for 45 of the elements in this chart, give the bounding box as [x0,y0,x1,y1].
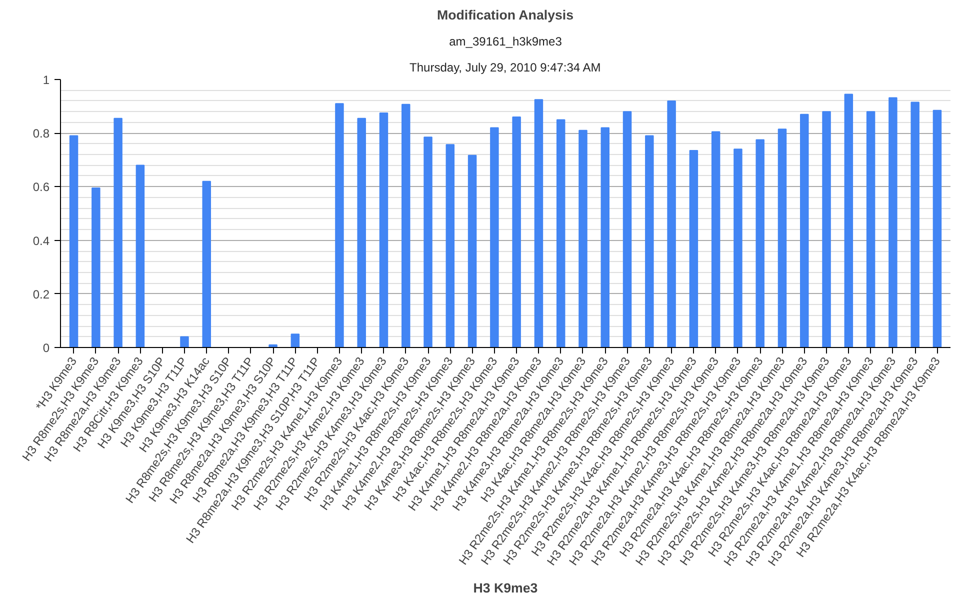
bar [932,110,942,348]
bar [711,131,720,348]
bar [136,164,145,348]
y-tick-label: 0.4 [32,234,50,248]
bar [689,150,698,348]
bar [180,336,189,348]
bar [844,94,854,348]
y-tick-label: 0 [42,341,50,355]
bar [734,148,742,348]
bar [335,103,344,348]
chart-subtitle: am_39161_h3k9me3 [449,34,562,48]
bar [888,97,898,348]
bar [290,334,300,348]
bar [800,114,809,348]
bar [645,135,654,348]
bar [910,102,920,348]
bar [114,118,122,348]
x-axis-title: H3 K9me3 [473,580,538,596]
bar [468,154,477,348]
text: Thursday, July 29, 2010 9:47:34 AM [410,60,601,74]
bar [556,119,566,348]
bar [446,144,455,348]
bar [512,116,521,348]
bar [866,111,876,348]
bar [822,111,831,348]
y-tick-label: 0.2 [32,287,50,302]
bar [534,99,544,348]
bar [379,112,388,348]
y-tick-label: 0.8 [32,126,50,141]
bar [756,139,764,348]
chart-title: Modification Analysis [437,8,574,22]
bar [402,104,410,348]
bar [92,188,100,348]
bar [357,118,366,348]
bar [600,127,610,348]
bar [424,136,432,348]
bar [778,128,787,348]
bar [490,127,499,348]
bar [578,130,588,348]
bar [622,111,632,348]
bar [202,180,211,348]
bar [69,135,78,348]
bar [667,100,676,348]
y-tick-label: 1 [42,73,50,87]
y-tick-label: 0.6 [32,180,50,194]
